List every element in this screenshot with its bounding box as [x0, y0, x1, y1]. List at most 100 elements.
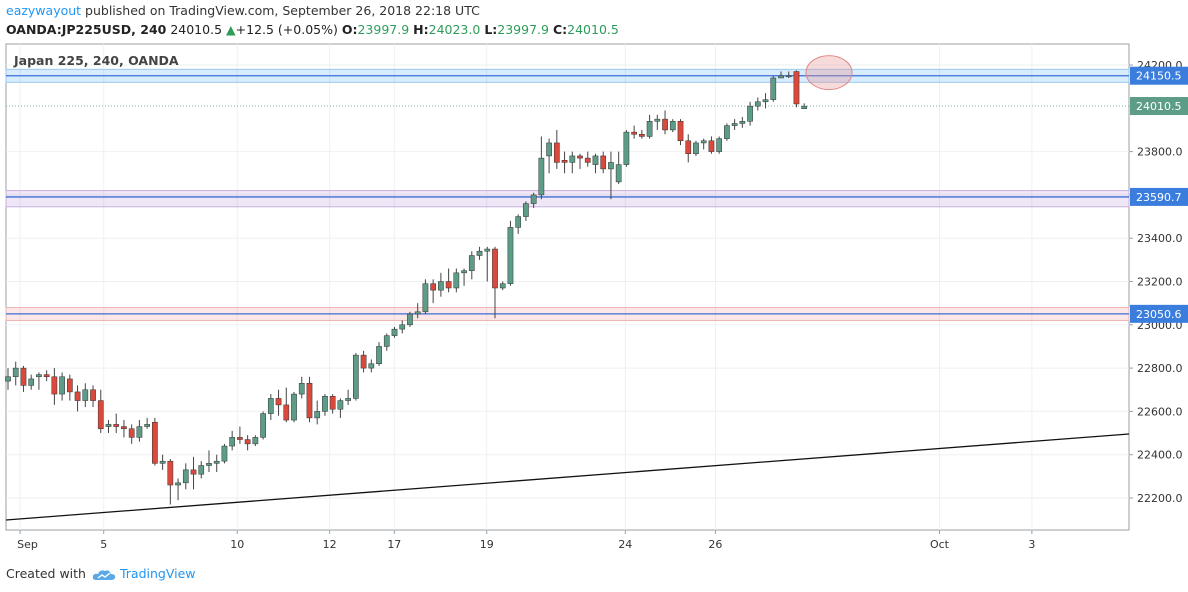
candle-body [739, 121, 746, 124]
candle-body [708, 140, 715, 152]
candle-body [662, 118, 668, 131]
candle-body [322, 395, 328, 412]
candle-body [685, 140, 692, 155]
close-value: 24010.5 [567, 22, 619, 37]
candle-body [128, 428, 135, 438]
candle-body [793, 71, 800, 105]
candle-body [213, 460, 220, 464]
candle-body [561, 160, 568, 163]
candle-body [468, 255, 475, 271]
candle-body [229, 437, 236, 447]
tradingview-link[interactable]: TradingView [119, 566, 196, 581]
candle-body [345, 398, 351, 401]
candle-body [492, 248, 498, 289]
candle-body [584, 157, 591, 163]
publish-text: published on TradingView.com, September … [85, 3, 480, 18]
candle-body [600, 155, 607, 170]
candle-body [407, 313, 413, 326]
candle-body [422, 283, 429, 313]
trendline[interactable] [5, 433, 1130, 521]
candle-body [615, 164, 622, 183]
price-line-label: 23050.6 [1136, 308, 1182, 321]
candle-body [430, 283, 436, 291]
open-value: 23997.9 [357, 22, 410, 37]
candle-body [28, 378, 35, 386]
price-axis[interactable]: 24200.023800.023600.023400.023200.023000… [1129, 59, 1188, 505]
y-tick-label: 22400.0 [1137, 449, 1183, 462]
price-label-bg [1130, 304, 1188, 323]
candle-body [553, 142, 560, 163]
candle-body [445, 281, 452, 289]
candle-body [159, 460, 166, 464]
candle-body [152, 421, 158, 464]
y-tick-label: 23800.0 [1137, 146, 1183, 159]
candle-body [669, 121, 676, 131]
candle-body [59, 376, 65, 395]
open-label: O: [341, 22, 358, 37]
symbol-label: OANDA:JP225USD, 240 [6, 22, 167, 37]
candle-body [484, 248, 491, 252]
candle-body [20, 367, 27, 386]
candle-body [267, 398, 274, 414]
change-value: +12.5 (+0.05%) [235, 22, 338, 37]
candle-body [754, 101, 761, 107]
highlight-circle[interactable] [805, 55, 853, 91]
candle-body [175, 482, 181, 486]
candle-body [499, 283, 506, 289]
x-tick-label: 17 [387, 538, 401, 551]
candle-body [368, 363, 375, 369]
close-label: C: [552, 22, 568, 37]
candle-body [592, 155, 599, 165]
candle-body [399, 324, 406, 330]
candle-body [778, 75, 784, 79]
candle-body [82, 389, 89, 401]
low-value: 23997.9 [497, 22, 549, 37]
candle-body [770, 77, 777, 100]
candle-body [221, 445, 228, 462]
chart-title: Japan 225, 240, OANDA [13, 53, 179, 68]
x-tick-label: 12 [323, 538, 337, 551]
candle-body [507, 227, 514, 284]
candle-body [121, 426, 127, 429]
candles [5, 70, 808, 505]
price-label-bg [1130, 66, 1188, 85]
candle-body [36, 374, 42, 378]
candle-body [260, 413, 266, 438]
ohlc-line: OANDA:JP225USD, 240 24010.5 ▲+12.5 (+0.0… [6, 22, 619, 37]
footer: Created with TradingView [6, 566, 196, 582]
candle-body [198, 465, 205, 475]
candle-body [113, 424, 120, 427]
price-label-bg [1130, 187, 1188, 206]
x-tick-label: 3 [1028, 538, 1035, 551]
time-axis[interactable]: Sep 5 10 12 17 19 24 26 Oct 3 [17, 530, 1035, 551]
x-tick-label: 26 [708, 538, 722, 551]
y-tick-label: 22200.0 [1137, 492, 1183, 505]
candle-body [182, 469, 189, 484]
x-tick-label: Sep [17, 538, 38, 551]
y-tick-label: 22600.0 [1137, 405, 1183, 418]
candle-body [438, 281, 444, 291]
candle-body [747, 105, 753, 122]
candle-body [677, 121, 684, 142]
candle-body [538, 157, 545, 196]
candle-body [631, 131, 637, 135]
author-link[interactable]: eazywayout [6, 3, 82, 18]
low-label: L: [484, 22, 498, 37]
candle-body [244, 439, 251, 445]
candle-body [693, 142, 699, 155]
candle-body [724, 125, 730, 139]
x-tick-label: Oct [930, 538, 950, 551]
candle-body [237, 437, 243, 440]
y-tick-label: 23200.0 [1137, 276, 1183, 289]
candle-body [51, 376, 58, 395]
candle-body [383, 335, 390, 347]
candle-body [360, 354, 367, 369]
candle-body [716, 138, 723, 152]
candle-body [167, 460, 174, 486]
x-tick-label: 5 [100, 538, 107, 551]
candle-body [353, 354, 359, 399]
candle-body [12, 367, 19, 378]
candle-body [523, 203, 529, 217]
candle-body [785, 75, 792, 78]
